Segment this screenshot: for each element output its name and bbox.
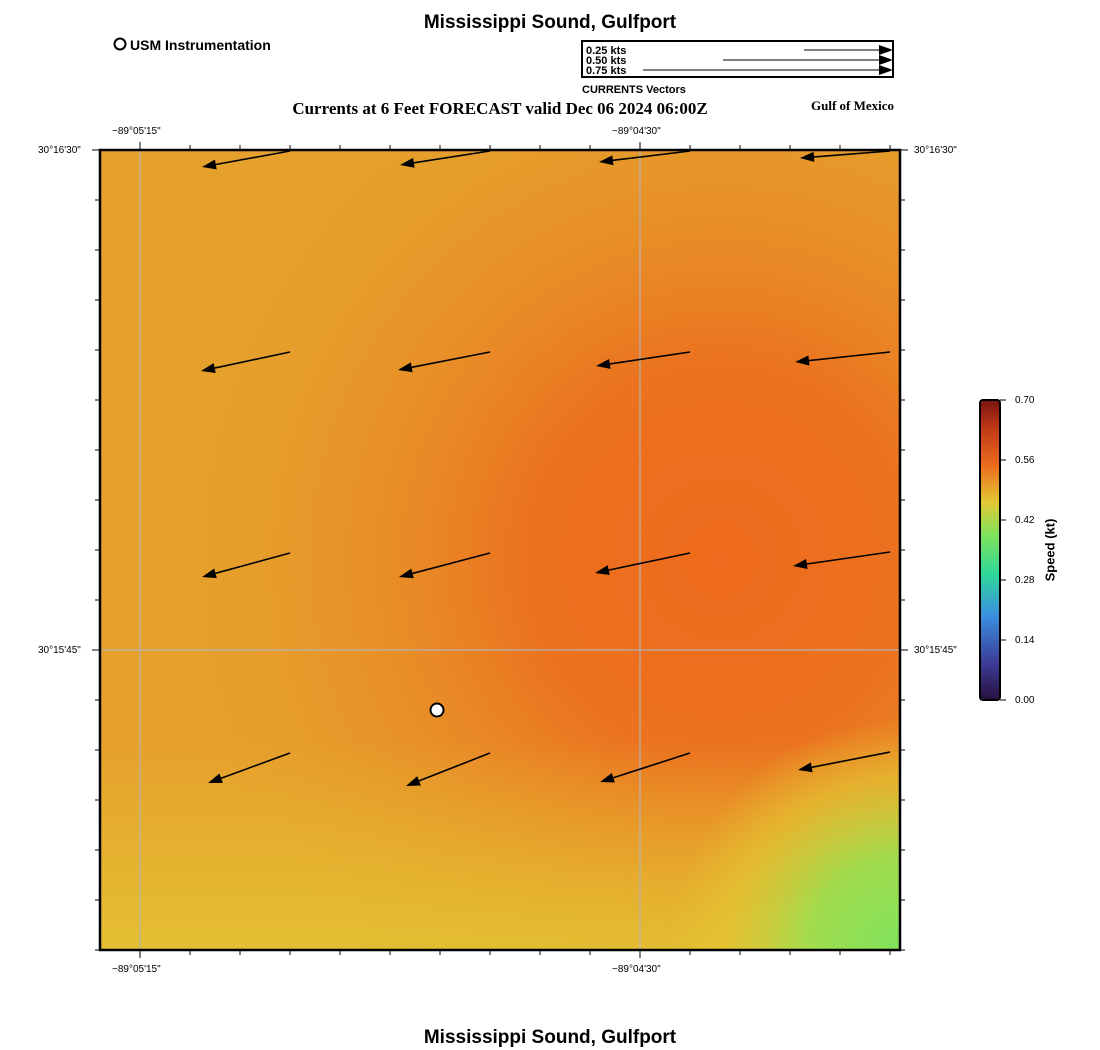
lon-label-bottom-1: −89°05'15" [112, 964, 161, 975]
region-label: Gulf of Mexico [811, 98, 895, 113]
current-vector-arrowhead [798, 762, 813, 773]
current-vector-shaft [220, 752, 291, 779]
colorbar-tick-1: 0.56 [1015, 455, 1035, 466]
current-vector-arrowhead [208, 773, 223, 783]
current-vector-shaft [412, 552, 491, 575]
current-vector-arrowhead [800, 151, 815, 162]
current-vector-shaft [609, 351, 691, 365]
vector-legend-arrows [643, 45, 893, 75]
colorbar-tick-4: 0.14 [1015, 635, 1035, 646]
current-vector-arrowhead [599, 155, 614, 166]
vector-legend-entry-3: 0.75 kts [586, 65, 627, 77]
vector-legend: 0.25 kts 0.50 kts 0.75 kts [581, 40, 894, 78]
current-vector-shaft [808, 351, 891, 362]
usm-instrument-marker [429, 702, 445, 718]
speed-colorbar [979, 399, 1006, 701]
current-vector-shaft [608, 552, 691, 571]
map-title-bottom: Mississippi Sound, Gulfport [423, 1027, 677, 1048]
forecast-subtitle: Currents at 6 Feet FORECAST valid Dec 06… [292, 99, 708, 118]
current-vector-shaft [413, 150, 491, 164]
lat-label-left-2: 30°15'45" [38, 645, 81, 656]
current-vector-arrowhead [202, 159, 217, 170]
current-vector-shaft [411, 351, 491, 369]
vector-legend-caption: CURRENTS Vectors [582, 84, 686, 96]
current-vector-shaft [806, 551, 891, 565]
current-vectors [201, 150, 891, 786]
current-vector-arrowhead [793, 559, 808, 569]
colorbar-tick-0: 0.70 [1015, 395, 1035, 406]
colorbar-label: Speed (kt) [1042, 518, 1058, 582]
map-frame [98, 148, 902, 952]
map-title-top: Mississippi Sound, Gulfport [423, 12, 677, 33]
map-gridlines [100, 150, 900, 950]
current-vector-arrowhead [795, 355, 810, 366]
lon-label-bottom-2: −89°04'30" [612, 964, 661, 975]
colorbar-tick-2: 0.42 [1015, 515, 1035, 526]
current-vector-shaft [215, 552, 291, 575]
current-vector-arrowhead [398, 362, 413, 373]
current-vector-shaft [813, 150, 891, 158]
vector-legend-entry-1: 0.25 kts [586, 45, 627, 57]
current-vector-shaft [613, 752, 691, 779]
current-vector-arrowhead [399, 568, 414, 579]
lon-label-top-1: −89°05'15" [112, 126, 161, 137]
vector-legend-entry-2: 0.50 kts [586, 55, 627, 67]
circle-marker-icon [113, 37, 127, 51]
current-vector-shaft [215, 150, 291, 166]
current-vector-arrowhead [595, 565, 610, 576]
current-vector-shaft [612, 150, 691, 162]
current-vector-arrowhead [596, 358, 611, 369]
current-vector-arrowhead [400, 157, 415, 168]
colorbar-tick-3: 0.28 [1015, 575, 1035, 586]
current-vector-shaft [214, 351, 291, 369]
current-vector-arrowhead [202, 568, 217, 579]
current-vector-shaft [418, 752, 491, 782]
colorbar-tick-5: 0.00 [1015, 695, 1035, 706]
lat-label-left-1: 30°16'30" [38, 145, 81, 156]
marker-legend-label: USM Instrumentation [130, 37, 271, 53]
lat-label-right-2: 30°15'45" [914, 645, 957, 656]
current-vector-arrowhead [406, 776, 421, 786]
lon-label-top-2: −89°04'30" [612, 126, 661, 137]
lat-label-right-1: 30°16'30" [914, 145, 957, 156]
current-vector-arrowhead [201, 363, 216, 373]
current-vector-arrowhead [600, 772, 615, 783]
current-vector-shaft [811, 751, 891, 769]
